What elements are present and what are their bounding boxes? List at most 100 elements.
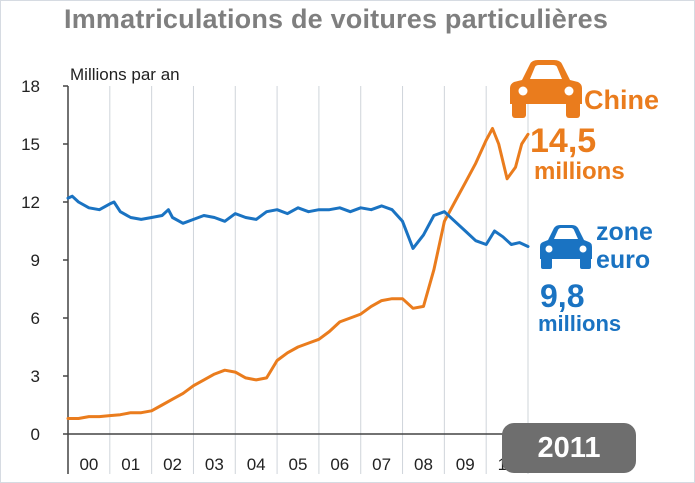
y-tick-label: 3 [31, 367, 40, 386]
data-point [77, 201, 80, 203]
data-point [527, 133, 529, 136]
data-point [192, 384, 195, 387]
data-point [234, 212, 237, 215]
data-point [514, 166, 517, 168]
data-point [129, 216, 132, 219]
data-point [502, 236, 504, 238]
data-point [318, 208, 320, 211]
year-badge: 2011 [502, 423, 636, 473]
data-point [192, 218, 195, 221]
data-point [485, 243, 487, 246]
data-point [182, 392, 184, 395]
data-point [203, 214, 205, 217]
data-point [433, 268, 435, 271]
data-point [506, 178, 508, 180]
y-tick-label: 12 [21, 193, 40, 212]
data-point [77, 417, 80, 420]
y-tick-label: 0 [31, 425, 40, 444]
data-point [98, 415, 101, 418]
y-tick-label: 9 [31, 251, 40, 270]
euro-unit: millions [538, 311, 622, 336]
data-point [370, 305, 372, 308]
data-point [527, 245, 529, 248]
data-point [474, 162, 477, 165]
data-point [119, 210, 122, 213]
car-icon-euro [540, 225, 592, 269]
data-point [213, 373, 216, 375]
data-point [474, 239, 477, 242]
data-point [129, 411, 132, 414]
data-point [510, 243, 513, 246]
data-point [171, 216, 174, 219]
data-point [422, 234, 425, 236]
data-point [113, 201, 115, 203]
data-point [297, 346, 299, 348]
data-point [443, 210, 446, 213]
grid-lines [67, 86, 529, 474]
data-point [307, 342, 310, 344]
data-point [370, 208, 372, 211]
data-point [328, 330, 331, 333]
data-point [161, 404, 163, 406]
data-point [380, 299, 383, 302]
data-point [88, 207, 90, 209]
x-tick-label: 00 [79, 455, 98, 474]
y-tick-label: 6 [31, 309, 40, 328]
euro-series-name-line1: zone [596, 218, 653, 246]
china-value: 14,5 [530, 122, 597, 160]
data-point [234, 371, 237, 373]
axes [67, 86, 528, 474]
data-point [497, 143, 500, 145]
data-point [464, 230, 467, 232]
y-tick-label: 18 [21, 77, 40, 96]
data-point [412, 247, 414, 250]
china-series-name: Chine [584, 85, 660, 115]
y-tick-labels: 0 3 6 9 12 15 18 [21, 77, 68, 444]
x-tick-label: 03 [205, 455, 224, 474]
data-point [339, 207, 341, 209]
y-axis-unit-label: Millions par an [70, 65, 180, 84]
data-point [71, 195, 73, 197]
series-lines [66, 127, 530, 420]
data-point [520, 143, 523, 145]
data-point [422, 305, 425, 308]
data-point [412, 307, 414, 310]
data-point [98, 208, 101, 211]
data-point [171, 398, 174, 401]
data-point [359, 313, 362, 315]
series-line-euro [66, 194, 530, 250]
data-point [244, 377, 247, 379]
data-point [454, 220, 456, 223]
data-point [109, 203, 111, 205]
data-point [67, 197, 69, 199]
data-point [493, 230, 496, 232]
china-unit: millions [534, 158, 625, 185]
data-point [182, 222, 184, 225]
data-point [380, 205, 383, 207]
car-icon-china [510, 60, 582, 118]
y-tick-label: 15 [21, 135, 40, 154]
data-point [401, 220, 404, 223]
data-point [119, 413, 122, 416]
data-point [140, 411, 142, 414]
data-point [276, 359, 278, 362]
data-point [150, 216, 153, 219]
data-point [328, 208, 331, 211]
data-point [359, 207, 362, 209]
x-tick-labels: 0001020304050607080910 [79, 455, 516, 474]
euro-value: 9,8 [540, 278, 585, 314]
data-point [443, 220, 446, 223]
data-point [88, 415, 90, 418]
data-point [203, 379, 205, 381]
data-point [391, 208, 393, 211]
data-point [297, 207, 299, 209]
data-point [276, 208, 278, 211]
x-tick-label: 08 [414, 455, 433, 474]
data-point [349, 317, 352, 319]
data-point [286, 212, 289, 215]
data-point [391, 297, 393, 300]
data-point [67, 417, 69, 420]
x-tick-label: 02 [163, 455, 182, 474]
data-point [161, 214, 163, 217]
